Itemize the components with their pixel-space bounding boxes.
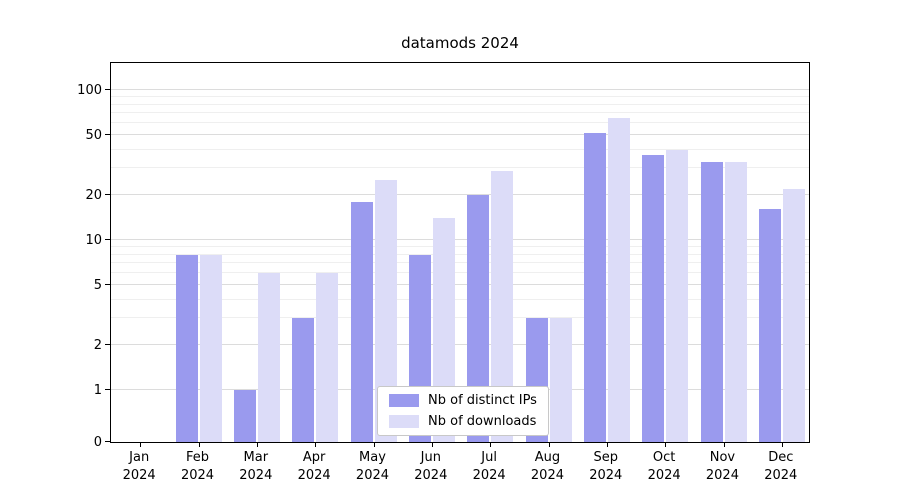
gridline-minor (111, 317, 809, 319)
x-axis-label: Jun 2024 (414, 450, 448, 483)
bar-distinct-ips-dec (758, 209, 781, 442)
bar-distinct-ips-sep (583, 132, 606, 442)
bar-distinct-ips-feb (175, 254, 198, 442)
gridline-minor (111, 95, 809, 97)
gridline-minor (111, 253, 809, 255)
bar-downloads-feb (199, 254, 222, 442)
bar-distinct-ips-jul (467, 194, 490, 442)
gridline-major (111, 134, 809, 136)
x-tick-mark (315, 442, 317, 447)
gridline-minor (111, 103, 809, 105)
x-axis-label: Oct 2024 (647, 450, 681, 483)
x-axis-label: May 2024 (355, 450, 390, 483)
bar-downloads-sep (607, 118, 630, 442)
legend-row-downloads: Nb of downloads (389, 414, 537, 429)
bar-downloads-aug (549, 318, 572, 442)
gridline-minor (111, 262, 809, 264)
x-tick-mark (198, 442, 200, 447)
y-tick-mark (105, 193, 111, 195)
x-tick-mark (490, 442, 492, 447)
bar-downloads-jul (491, 170, 514, 442)
bar-downloads-mar (257, 273, 280, 442)
bar-downloads-apr (316, 273, 339, 442)
y-axis-tick-label: 10 (85, 233, 102, 248)
x-axis-label: Aug 2024 (530, 450, 564, 483)
bar-downloads-may (374, 180, 397, 442)
y-axis-tick-label: 20 (85, 187, 102, 203)
y-axis-tick-label: 100 (77, 83, 102, 98)
gridline-minor (111, 245, 809, 247)
x-axis-label: Dec 2024 (764, 450, 798, 483)
legend-swatch-distinct-ips (389, 394, 419, 407)
gridline-major (111, 89, 809, 90)
y-axis-tick-label: 0 (93, 435, 102, 450)
legend-label-distinct-ips: Nb of distinct IPs (428, 393, 537, 408)
bar-downloads-dec (782, 188, 805, 442)
y-tick-mark (105, 343, 111, 345)
gridline-major (111, 343, 809, 345)
y-tick-mark (105, 284, 111, 286)
x-axis-label: Jan 2024 (122, 450, 156, 483)
bar-downloads-nov (724, 162, 747, 442)
x-axis-label: Nov 2024 (705, 450, 739, 483)
y-axis-tick-label: 5 (93, 278, 102, 294)
x-axis-label: Apr 2024 (297, 450, 331, 483)
bar-distinct-ips-nov (700, 162, 723, 442)
y-tick-mark (105, 441, 111, 442)
x-tick-mark (665, 442, 667, 447)
gridline-major (111, 239, 809, 240)
y-tick-mark (105, 89, 111, 90)
gridline-minor (111, 122, 809, 124)
gridline-minor (111, 167, 809, 169)
bar-distinct-ips-mar (233, 390, 256, 442)
gridline-major (111, 284, 809, 286)
x-axis-label: Feb 2024 (180, 450, 215, 483)
x-axis-label: Sep 2024 (589, 450, 623, 483)
legend-label-downloads: Nb of downloads (428, 414, 537, 429)
x-tick-mark (548, 442, 550, 447)
x-tick-mark (431, 442, 433, 447)
x-tick-mark (723, 442, 725, 447)
x-tick-mark (606, 442, 608, 447)
y-tick-mark (105, 389, 111, 390)
y-axis: 0 1 2 5 10 20 50 100 (0, 62, 102, 450)
x-axis-label: Jul 2024 (472, 450, 506, 483)
plot-area: Nb of distinct IPs Nb of downloads (105, 62, 810, 447)
y-tick-mark (105, 134, 111, 136)
x-tick-mark (781, 442, 783, 447)
bar-distinct-ips-apr (292, 318, 315, 442)
gridline-minor (111, 112, 809, 114)
legend-swatch-downloads (389, 415, 419, 428)
gridline-minor (111, 272, 809, 274)
gridline-minor (111, 298, 809, 300)
x-axis-label: Mar 2024 (239, 450, 273, 483)
y-axis-tick-label: 2 (93, 337, 102, 353)
x-tick-mark (256, 442, 258, 447)
x-axis: Jan 2024 Feb 2024 Mar 2024 Apr 2024 May 2024 Jun 20… (110, 449, 810, 484)
gridline-major (111, 193, 809, 195)
gridline-minor (111, 148, 809, 150)
legend: Nb of distinct IPs Nb of downloads (377, 386, 549, 436)
x-tick-mark (140, 442, 142, 447)
x-tick-mark (373, 442, 375, 447)
chart-title: datamods 2024 (401, 34, 519, 52)
y-axis-tick-label: 50 (85, 128, 102, 144)
bar-distinct-ips-oct (642, 154, 665, 442)
bar-downloads-oct (666, 149, 689, 442)
bar-distinct-ips-may (350, 201, 373, 442)
legend-row-distinct-ips: Nb of distinct IPs (389, 393, 537, 408)
y-tick-mark (105, 239, 111, 240)
y-axis-tick-label: 1 (93, 383, 102, 398)
